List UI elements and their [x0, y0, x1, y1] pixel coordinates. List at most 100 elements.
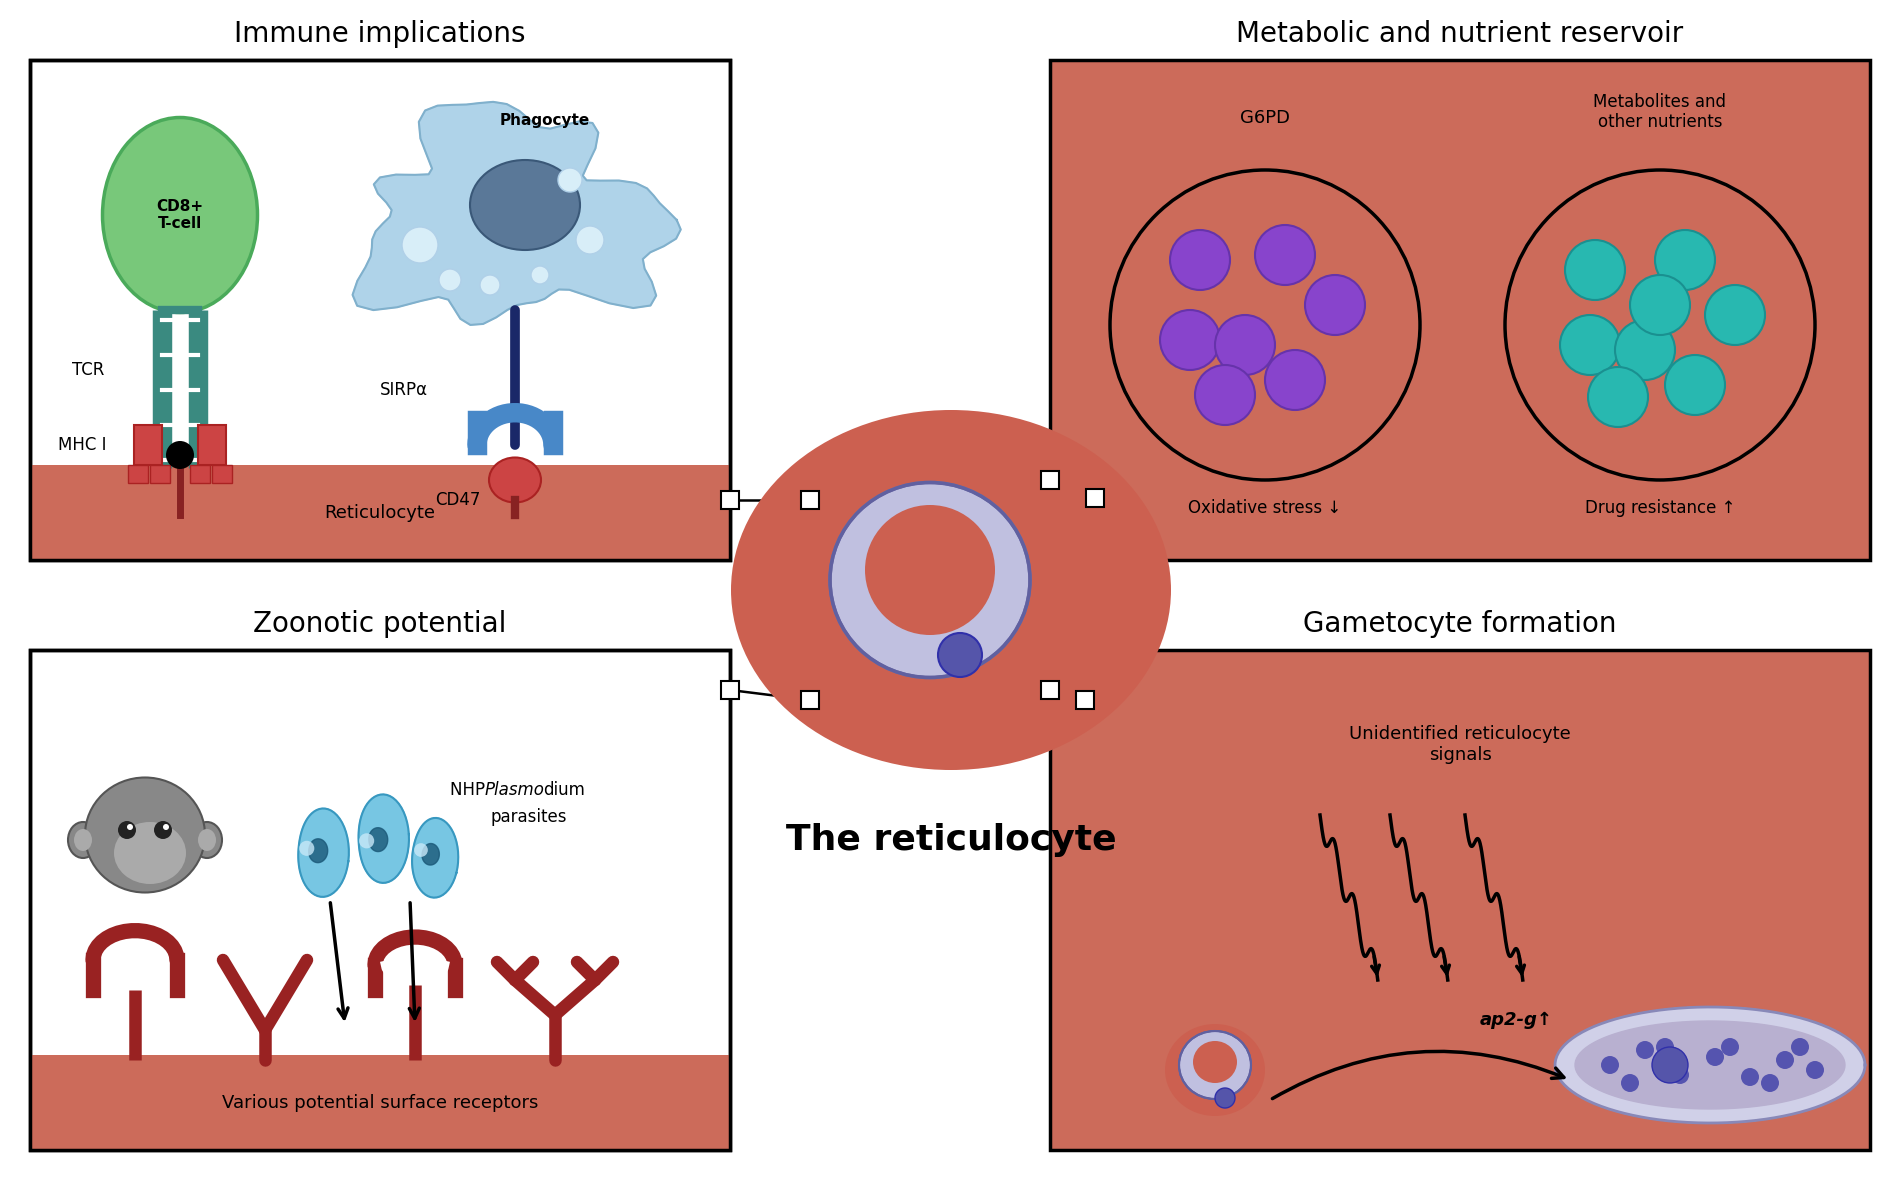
Text: Various potential surface receptors: Various potential surface receptors [223, 1094, 538, 1112]
Text: TCR: TCR [72, 362, 105, 380]
Polygon shape [352, 102, 681, 325]
Bar [1040, 471, 1059, 489]
Ellipse shape [1166, 1024, 1265, 1116]
Ellipse shape [192, 821, 223, 858]
Circle shape [439, 269, 460, 291]
Circle shape [415, 843, 428, 856]
Text: Plasmo: Plasmo [485, 781, 544, 799]
Bar [198, 425, 226, 465]
Ellipse shape [730, 410, 1172, 770]
Polygon shape [308, 838, 327, 862]
Bar [1077, 691, 1094, 709]
Polygon shape [1575, 1021, 1845, 1109]
Polygon shape [1556, 1006, 1866, 1123]
Ellipse shape [470, 160, 580, 250]
Text: Gametocyte formation: Gametocyte formation [1303, 610, 1617, 638]
Ellipse shape [103, 118, 257, 312]
Text: NHP: NHP [451, 781, 491, 799]
Circle shape [1740, 1068, 1759, 1086]
Ellipse shape [114, 821, 186, 884]
Bar [30, 60, 730, 560]
Circle shape [1657, 1038, 1674, 1056]
Text: Metabolites and
other nutrients: Metabolites and other nutrients [1594, 92, 1727, 131]
Text: Reticulocyte: Reticulocyte [325, 504, 436, 522]
Circle shape [1305, 275, 1366, 335]
Bar [30, 650, 730, 1151]
Text: The reticulocyte: The reticulocyte [786, 823, 1116, 858]
Text: ap2-g↑: ap2-g↑ [1480, 1011, 1554, 1029]
Bar [721, 491, 740, 509]
Bar [150, 465, 169, 483]
Circle shape [1565, 240, 1624, 300]
Circle shape [557, 168, 582, 192]
Circle shape [1792, 1038, 1809, 1056]
Ellipse shape [68, 821, 99, 858]
Polygon shape [422, 843, 439, 865]
Circle shape [1215, 1088, 1234, 1109]
Bar [801, 691, 820, 709]
Ellipse shape [489, 458, 540, 502]
Circle shape [1704, 285, 1765, 345]
Text: Drug resistance ↑: Drug resistance ↑ [1584, 498, 1735, 516]
Circle shape [127, 824, 133, 830]
Text: G6PD: G6PD [1240, 109, 1290, 127]
Circle shape [1653, 1047, 1687, 1083]
Bar [1086, 489, 1103, 507]
Text: parasites: parasites [491, 808, 567, 826]
Text: MHC I: MHC I [57, 436, 107, 454]
Circle shape [1255, 225, 1314, 285]
Circle shape [1776, 1051, 1794, 1069]
Circle shape [479, 275, 500, 295]
Text: Zoonotic potential: Zoonotic potential [253, 610, 506, 638]
Text: CD47: CD47 [436, 491, 481, 509]
Circle shape [1111, 171, 1421, 480]
Circle shape [1761, 1074, 1778, 1092]
Polygon shape [299, 808, 348, 897]
Circle shape [299, 841, 314, 856]
Text: dium: dium [542, 781, 586, 799]
Circle shape [1265, 349, 1326, 410]
Ellipse shape [198, 829, 217, 852]
Circle shape [1160, 310, 1219, 370]
Polygon shape [369, 827, 388, 852]
Bar [30, 60, 730, 560]
Text: Phagocyte: Phagocyte [500, 113, 590, 127]
Bar [127, 465, 148, 483]
Ellipse shape [74, 829, 91, 852]
Bar [30, 465, 730, 560]
Bar [721, 681, 740, 699]
Circle shape [118, 821, 137, 839]
Text: Unidentified reticulocyte
signals: Unidentified reticulocyte signals [1349, 725, 1571, 764]
Circle shape [1601, 1056, 1619, 1074]
Bar [211, 465, 232, 483]
Circle shape [1807, 1060, 1824, 1078]
Circle shape [164, 824, 169, 830]
Bar [1050, 60, 1870, 560]
Ellipse shape [165, 441, 194, 470]
Circle shape [1588, 368, 1647, 428]
Circle shape [1655, 231, 1716, 289]
Circle shape [1615, 319, 1676, 380]
Ellipse shape [1193, 1041, 1236, 1083]
Circle shape [938, 633, 981, 677]
Ellipse shape [865, 504, 995, 635]
Circle shape [1504, 171, 1815, 480]
Circle shape [1215, 315, 1274, 375]
Text: Immune implications: Immune implications [234, 20, 525, 48]
Bar [190, 465, 209, 483]
Circle shape [1706, 1048, 1723, 1066]
Text: SIRPα: SIRPα [380, 381, 428, 399]
Circle shape [1721, 1038, 1738, 1056]
Circle shape [154, 821, 171, 839]
Text: Metabolic and nutrient reservoir: Metabolic and nutrient reservoir [1236, 20, 1683, 48]
Ellipse shape [86, 777, 205, 892]
Circle shape [1170, 231, 1231, 289]
Circle shape [1560, 315, 1621, 375]
Circle shape [1621, 1074, 1640, 1092]
Circle shape [1636, 1041, 1655, 1059]
Ellipse shape [1179, 1030, 1252, 1099]
Polygon shape [413, 818, 458, 897]
Bar [133, 425, 162, 465]
Circle shape [359, 833, 375, 848]
Circle shape [401, 227, 437, 263]
